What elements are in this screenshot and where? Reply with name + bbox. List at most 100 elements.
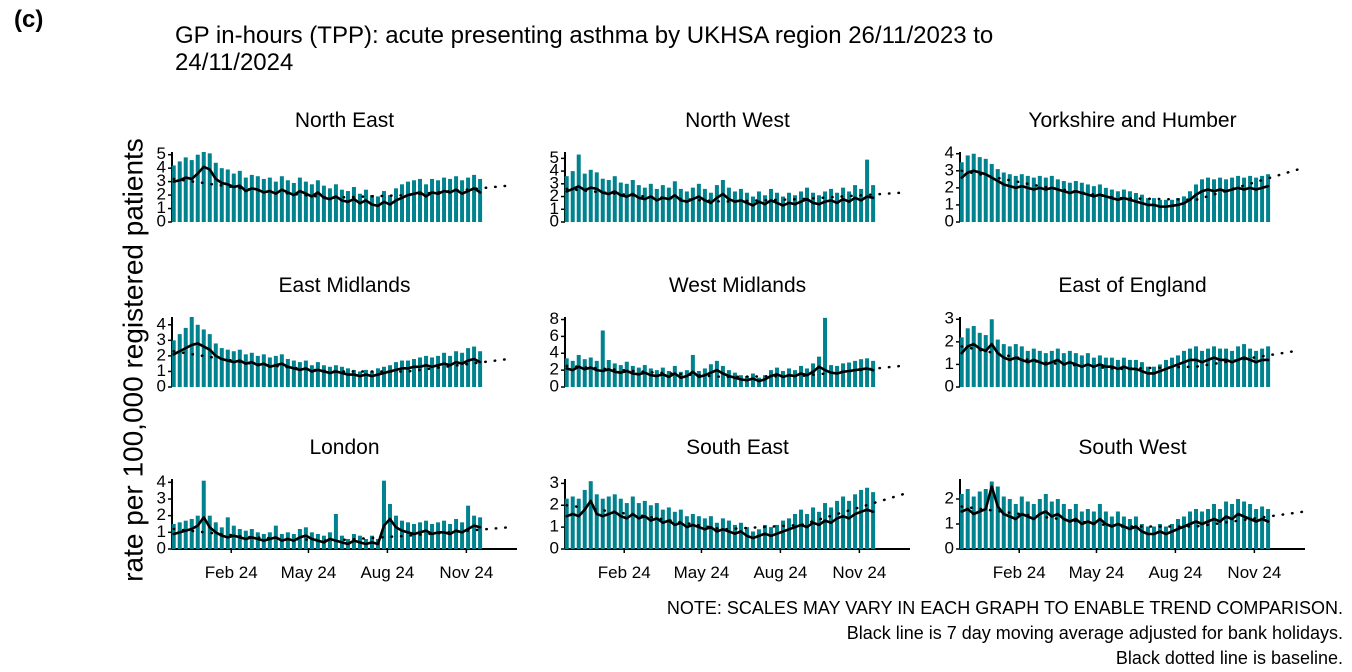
daily-rate — [1224, 501, 1229, 549]
daily-rate — [195, 154, 200, 222]
moving-average — [960, 485, 1270, 536]
note: NOTE: SCALES MAY VARY IN EACH GRAPH TO E… — [666, 598, 1343, 618]
daily-rate — [393, 188, 398, 222]
daily-rate — [249, 529, 254, 549]
daily-rate — [219, 168, 224, 222]
daily-rate — [448, 355, 453, 387]
daily-rate — [412, 524, 417, 549]
daily-rate — [594, 172, 599, 222]
daily-rate — [1103, 511, 1108, 549]
daily-rate — [853, 360, 858, 387]
daily-rate — [327, 532, 332, 549]
daily-rate — [793, 370, 797, 387]
daily-rate — [989, 319, 994, 387]
daily-rate — [859, 188, 864, 222]
daily-rate — [1248, 504, 1253, 549]
daily-rate — [995, 486, 1000, 549]
daily-rate — [1260, 506, 1265, 549]
daily-rate — [774, 367, 779, 387]
y-tick-label: 0 — [550, 211, 559, 230]
daily-rate — [201, 480, 206, 549]
moving-average — [960, 169, 1270, 208]
daily-rate — [1206, 177, 1211, 222]
daily-rate — [744, 192, 749, 222]
daily-rate — [678, 509, 683, 549]
panel-title: South East — [686, 436, 789, 459]
daily-rate — [780, 520, 785, 549]
daily-rate — [606, 180, 611, 222]
daily-rate — [1139, 194, 1144, 222]
daily-rate — [564, 358, 569, 387]
daily-rate — [321, 365, 326, 387]
daily-rate — [315, 362, 320, 387]
daily-rate — [1188, 191, 1192, 222]
daily-rate — [823, 317, 828, 387]
daily-rate — [702, 368, 707, 387]
daily-rate — [829, 365, 834, 387]
daily-rate — [786, 192, 791, 222]
daily-rate — [1097, 184, 1102, 222]
daily-rate — [400, 184, 404, 222]
daily-rate — [207, 153, 212, 222]
daily-rate — [594, 360, 599, 387]
daily-rate — [285, 359, 290, 387]
daily-rate — [183, 327, 188, 387]
daily-rate — [799, 191, 804, 222]
daily-rate — [847, 191, 852, 222]
daily-rate — [171, 165, 176, 222]
daily-rate — [243, 354, 248, 387]
daily-rate — [183, 157, 188, 222]
daily-rate — [720, 365, 725, 387]
daily-rate — [853, 494, 858, 549]
daily-rate — [1169, 357, 1174, 387]
y-tick-label: 3 — [157, 171, 166, 190]
daily-rate — [189, 160, 194, 222]
daily-rate — [1139, 524, 1144, 549]
daily-rate — [1212, 346, 1217, 387]
daily-rate — [965, 328, 970, 387]
daily-rate — [983, 158, 988, 222]
y-tick-label: 6 — [550, 326, 559, 345]
daily-rate — [965, 489, 970, 549]
daily-rate — [624, 183, 629, 222]
daily-rate — [171, 340, 176, 387]
daily-rate — [381, 480, 386, 549]
daily-rate — [339, 189, 344, 222]
daily-rate — [666, 507, 671, 549]
daily-rate — [381, 366, 386, 387]
daily-rate — [177, 161, 182, 222]
daily-rate — [1031, 504, 1036, 549]
x-tick-label: Nov 24 — [439, 563, 493, 582]
daily-rate — [570, 496, 575, 549]
daily-rate — [231, 351, 236, 387]
daily-rate — [1121, 189, 1126, 222]
daily-rate — [406, 360, 411, 387]
daily-rate — [1061, 181, 1066, 222]
daily-rate — [720, 180, 725, 222]
daily-rate — [1127, 359, 1132, 387]
daily-rate — [793, 195, 797, 222]
daily-rate — [400, 360, 404, 387]
y-tick-label: 1 — [945, 513, 954, 532]
daily-rate — [732, 524, 737, 549]
daily-rate — [959, 162, 964, 222]
daily-rate — [1091, 511, 1096, 549]
daily-rate — [666, 370, 671, 387]
daily-rate — [1163, 199, 1168, 222]
x-tick-label: Feb 24 — [205, 563, 258, 582]
daily-rate — [588, 357, 593, 387]
daily-rate — [430, 524, 435, 549]
moving-average — [172, 342, 482, 378]
daily-rate — [564, 176, 569, 222]
daily-rate — [351, 369, 356, 387]
daily-rate — [690, 187, 695, 222]
daily-rate — [315, 180, 320, 222]
daily-rate — [648, 368, 653, 387]
daily-rate — [823, 191, 828, 222]
daily-rate — [859, 359, 864, 387]
daily-rate — [576, 154, 581, 222]
daily-rate — [400, 520, 404, 549]
daily-rate — [1212, 179, 1217, 222]
daily-rate — [732, 372, 737, 387]
daily-rate — [853, 185, 858, 222]
